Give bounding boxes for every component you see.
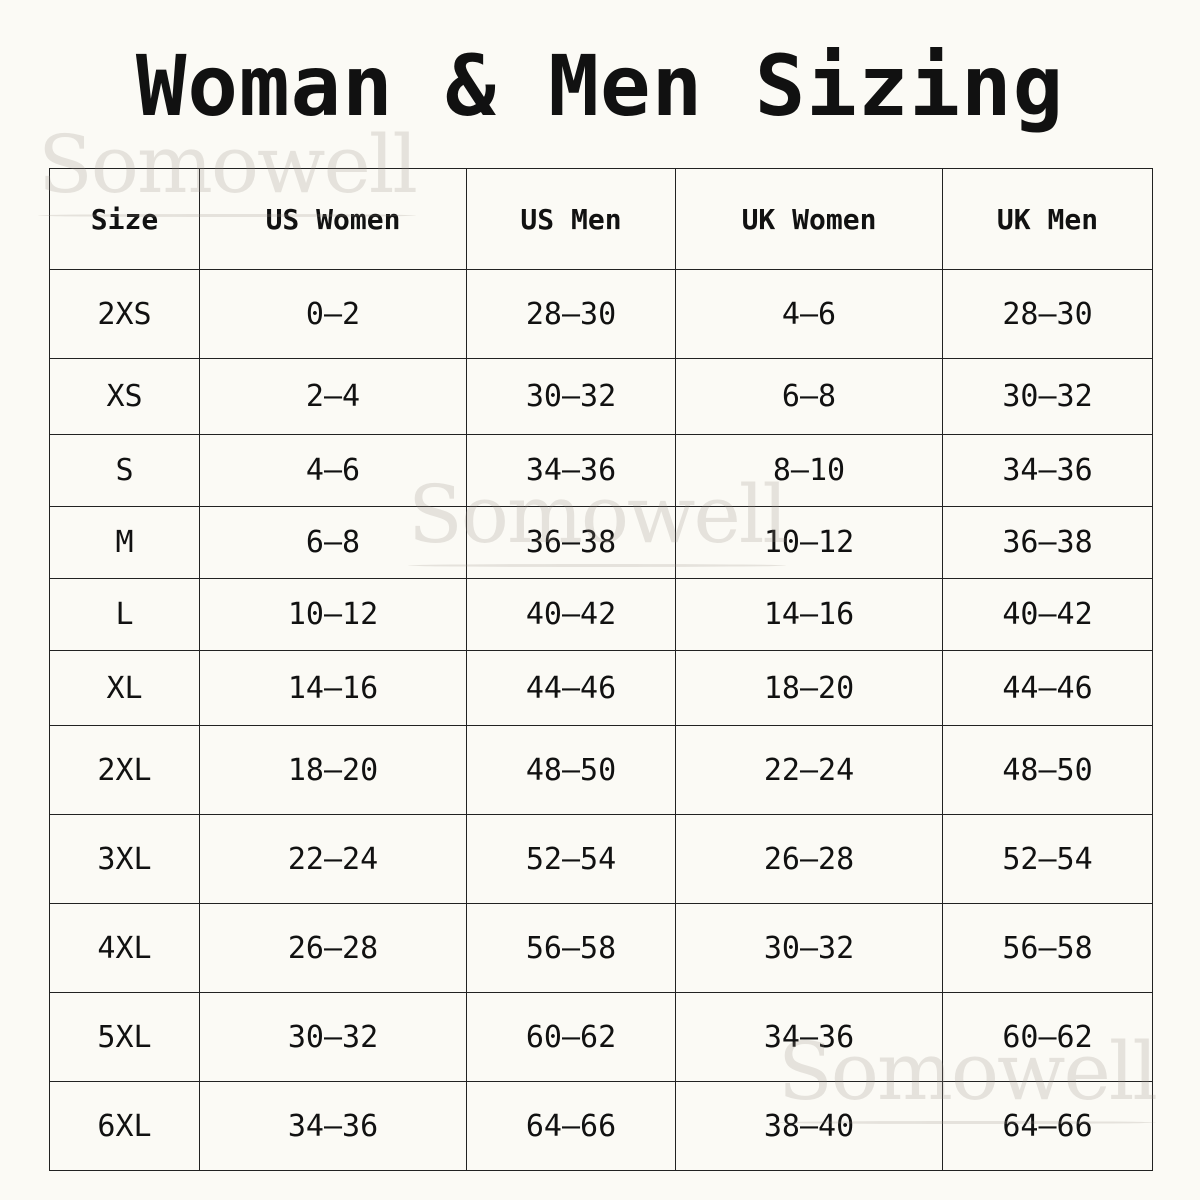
size-value-cell: 28–30 xyxy=(466,269,676,359)
size-value-cell: 26–28 xyxy=(199,903,467,993)
table-row: XS 2–4 30–32 6–8 30–32 xyxy=(49,358,1153,435)
table-header-row: Size US Women US Men UK Women UK Men xyxy=(49,168,1153,270)
size-value-cell: 0–2 xyxy=(199,269,467,359)
size-value-cell: 64–66 xyxy=(942,1081,1153,1171)
size-value-cell: 14–16 xyxy=(675,578,943,651)
size-value-cell: 40–42 xyxy=(466,578,676,651)
size-cell: 2XS xyxy=(49,269,200,359)
table-row: 2XL 18–20 48–50 22–24 48–50 xyxy=(49,725,1153,815)
size-value-cell: 36–38 xyxy=(466,506,676,579)
size-value-cell: 10–12 xyxy=(675,506,943,579)
size-value-cell: 30–32 xyxy=(942,358,1153,435)
size-value-cell: 8–10 xyxy=(675,434,943,507)
size-cell: 2XL xyxy=(49,725,200,815)
size-value-cell: 36–38 xyxy=(942,506,1153,579)
size-cell: M xyxy=(49,506,200,579)
size-value-cell: 30–32 xyxy=(466,358,676,435)
table-row: 2XS 0–2 28–30 4–6 28–30 xyxy=(49,269,1153,359)
size-cell: 3XL xyxy=(49,814,200,904)
table-row: 6XL 34–36 64–66 38–40 64–66 xyxy=(49,1081,1153,1171)
table-row: 4XL 26–28 56–58 30–32 56–58 xyxy=(49,903,1153,993)
size-value-cell: 52–54 xyxy=(942,814,1153,904)
size-value-cell: 38–40 xyxy=(675,1081,943,1171)
size-value-cell: 56–58 xyxy=(466,903,676,993)
size-cell: 5XL xyxy=(49,992,200,1082)
size-value-cell: 34–36 xyxy=(466,434,676,507)
table-row: L 10–12 40–42 14–16 40–42 xyxy=(49,578,1153,651)
size-value-cell: 44–46 xyxy=(466,650,676,726)
size-cell: XS xyxy=(49,358,200,435)
size-value-cell: 34–36 xyxy=(942,434,1153,507)
size-value-cell: 2–4 xyxy=(199,358,467,435)
size-value-cell: 34–36 xyxy=(675,992,943,1082)
table-row: 5XL 30–32 60–62 34–36 60–62 xyxy=(49,992,1153,1082)
size-value-cell: 30–32 xyxy=(199,992,467,1082)
size-value-cell: 18–20 xyxy=(199,725,467,815)
size-value-cell: 48–50 xyxy=(466,725,676,815)
size-value-cell: 28–30 xyxy=(942,269,1153,359)
table-row: M 6–8 36–38 10–12 36–38 xyxy=(49,506,1153,579)
size-value-cell: 40–42 xyxy=(942,578,1153,651)
size-value-cell: 60–62 xyxy=(466,992,676,1082)
size-value-cell: 56–58 xyxy=(942,903,1153,993)
column-header: US Women xyxy=(199,168,467,270)
size-value-cell: 14–16 xyxy=(199,650,467,726)
size-value-cell: 30–32 xyxy=(675,903,943,993)
size-value-cell: 6–8 xyxy=(675,358,943,435)
size-value-cell: 64–66 xyxy=(466,1081,676,1171)
size-value-cell: 22–24 xyxy=(199,814,467,904)
size-value-cell: 10–12 xyxy=(199,578,467,651)
column-header: US Men xyxy=(466,168,676,270)
size-cell: XL xyxy=(49,650,200,726)
size-value-cell: 52–54 xyxy=(466,814,676,904)
size-value-cell: 4–6 xyxy=(199,434,467,507)
size-value-cell: 60–62 xyxy=(942,992,1153,1082)
size-value-cell: 48–50 xyxy=(942,725,1153,815)
table-row: 3XL 22–24 52–54 26–28 52–54 xyxy=(49,814,1153,904)
size-value-cell: 6–8 xyxy=(199,506,467,579)
size-cell: L xyxy=(49,578,200,651)
size-cell: 4XL xyxy=(49,903,200,993)
column-header: UK Women xyxy=(675,168,943,270)
column-header: Size xyxy=(49,168,200,270)
table-row: S 4–6 34–36 8–10 34–36 xyxy=(49,434,1153,507)
sizing-table: Size US Women US Men UK Women UK Men 2XS 0–2 2… xyxy=(49,168,1153,1171)
size-value-cell: 18–20 xyxy=(675,650,943,726)
size-cell: 6XL xyxy=(49,1081,200,1171)
page-title: Woman & Men Sizing xyxy=(135,37,1065,135)
column-header: UK Men xyxy=(942,168,1153,270)
size-value-cell: 44–46 xyxy=(942,650,1153,726)
size-value-cell: 22–24 xyxy=(675,725,943,815)
size-cell: S xyxy=(49,434,200,507)
table-row: XL 14–16 44–46 18–20 44–46 xyxy=(49,650,1153,726)
size-value-cell: 26–28 xyxy=(675,814,943,904)
size-value-cell: 4–6 xyxy=(675,269,943,359)
size-value-cell: 34–36 xyxy=(199,1081,467,1171)
